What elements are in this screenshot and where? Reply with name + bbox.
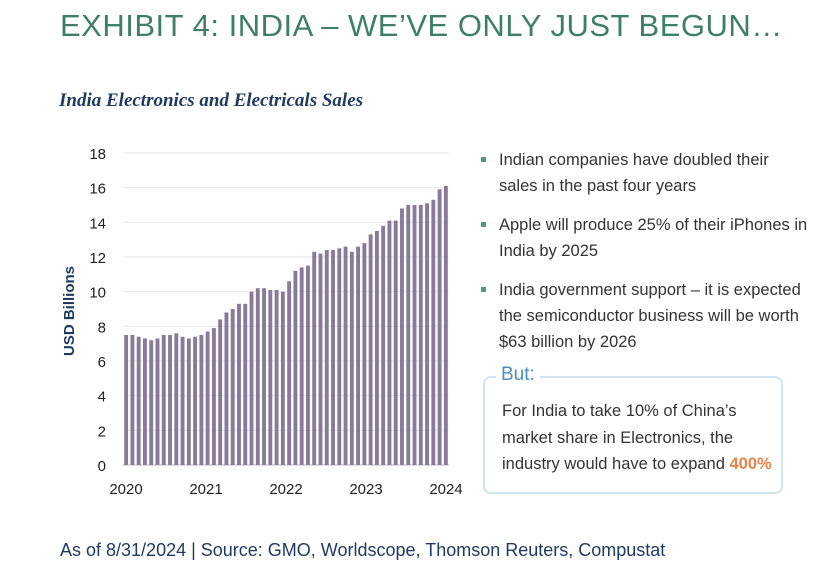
callout-body: For India to take 10% of China’s market … xyxy=(502,402,737,473)
bar xyxy=(437,189,442,465)
bar xyxy=(249,291,254,465)
y-tick-label: 8 xyxy=(98,319,106,336)
y-tick-label: 18 xyxy=(89,146,106,163)
bullet-icon xyxy=(481,222,486,227)
bar xyxy=(299,267,304,465)
bar xyxy=(130,335,135,465)
y-tick-label: 2 xyxy=(98,423,106,440)
y-axis-label: USD Billions xyxy=(61,266,78,356)
exhibit-title: EXHIBIT 4: INDIA – WE’VE ONLY JUST BEGUN… xyxy=(60,8,783,43)
bar xyxy=(205,331,210,465)
bar xyxy=(331,250,335,465)
bar xyxy=(124,335,129,465)
bar xyxy=(174,333,179,465)
callout-box xyxy=(483,376,783,494)
bar xyxy=(356,246,361,465)
source-footnote: As of 8/31/2024 | Source: GMO, Worldscop… xyxy=(60,540,666,560)
bar xyxy=(211,328,216,465)
bar xyxy=(149,340,154,465)
bar xyxy=(186,338,191,465)
x-tick-label: 2020 xyxy=(109,481,142,498)
chart-title: India Electronics and Electricals Sales xyxy=(59,90,364,111)
y-tick-label: 12 xyxy=(89,250,106,267)
bar xyxy=(218,319,223,465)
bar xyxy=(237,303,241,465)
bar xyxy=(368,234,373,465)
bar xyxy=(268,289,273,465)
bar xyxy=(287,281,292,465)
x-tick-label: 2022 xyxy=(269,481,302,498)
y-axis-ticks: 0 2 4 6 8 10 12 14 16 18 xyxy=(89,146,106,475)
bullet-item: Apple will produce 25% of their iPhones … xyxy=(480,212,810,264)
bullet-item: Indian companies have doubled their sale… xyxy=(480,147,810,199)
bar xyxy=(293,270,298,465)
bar xyxy=(381,225,386,465)
bar xyxy=(161,335,166,465)
bar xyxy=(305,265,310,465)
x-tick-label: 2024 xyxy=(429,481,462,498)
y-tick-label: 10 xyxy=(89,285,106,302)
callout-text: For India to take 10% of China’s market … xyxy=(502,398,777,478)
bar xyxy=(255,288,260,465)
bar xyxy=(362,243,367,465)
chart-bars xyxy=(124,185,448,466)
bar xyxy=(412,205,417,465)
bullet-list: Indian companies have doubled their sale… xyxy=(480,147,810,368)
bullet-text: India government support – it is expecte… xyxy=(499,281,801,351)
bar xyxy=(142,338,147,465)
bar xyxy=(337,248,342,465)
bar xyxy=(136,336,141,465)
bar xyxy=(400,208,404,465)
bar xyxy=(274,289,279,465)
bar xyxy=(387,220,392,465)
bar xyxy=(374,231,379,465)
bar xyxy=(349,251,354,465)
bar xyxy=(230,309,235,465)
bar xyxy=(193,336,198,465)
bullet-icon xyxy=(481,287,486,292)
x-axis-ticks: 2020 2021 2022 2023 2024 xyxy=(109,481,462,498)
bar xyxy=(199,335,204,465)
bullet-text: Apple will produce 25% of their iPhones … xyxy=(499,216,808,260)
bar xyxy=(280,291,285,465)
bar xyxy=(425,203,430,465)
bar xyxy=(262,288,267,465)
bar xyxy=(343,246,348,465)
bar xyxy=(168,335,172,465)
x-tick-label: 2023 xyxy=(349,481,382,498)
bar xyxy=(243,303,248,465)
bar xyxy=(443,185,448,465)
bar xyxy=(155,338,160,465)
y-tick-label: 16 xyxy=(89,181,106,198)
y-tick-label: 0 xyxy=(98,458,106,475)
bar xyxy=(431,199,436,466)
bar xyxy=(312,251,317,465)
y-tick-label: 6 xyxy=(98,354,106,371)
bar xyxy=(224,312,229,465)
y-tick-label: 14 xyxy=(89,215,106,232)
x-tick-label: 2021 xyxy=(189,481,222,498)
callout-highlight: 400% xyxy=(729,455,772,473)
bar xyxy=(393,220,398,465)
bar xyxy=(318,253,323,465)
callout-label: But: xyxy=(496,364,540,386)
y-tick-label: 4 xyxy=(98,389,106,406)
bullet-text: Indian companies have doubled their sale… xyxy=(499,151,769,195)
bar-chart: 0 2 4 6 8 10 12 14 16 18 2020 2021 2022 2023 2024 USD… xyxy=(61,146,463,498)
bar xyxy=(324,250,329,465)
bar xyxy=(180,336,185,465)
bullet-icon xyxy=(481,157,486,162)
bar xyxy=(418,205,423,465)
bar xyxy=(406,205,411,465)
bullet-item: India government support – it is expecte… xyxy=(480,277,810,355)
